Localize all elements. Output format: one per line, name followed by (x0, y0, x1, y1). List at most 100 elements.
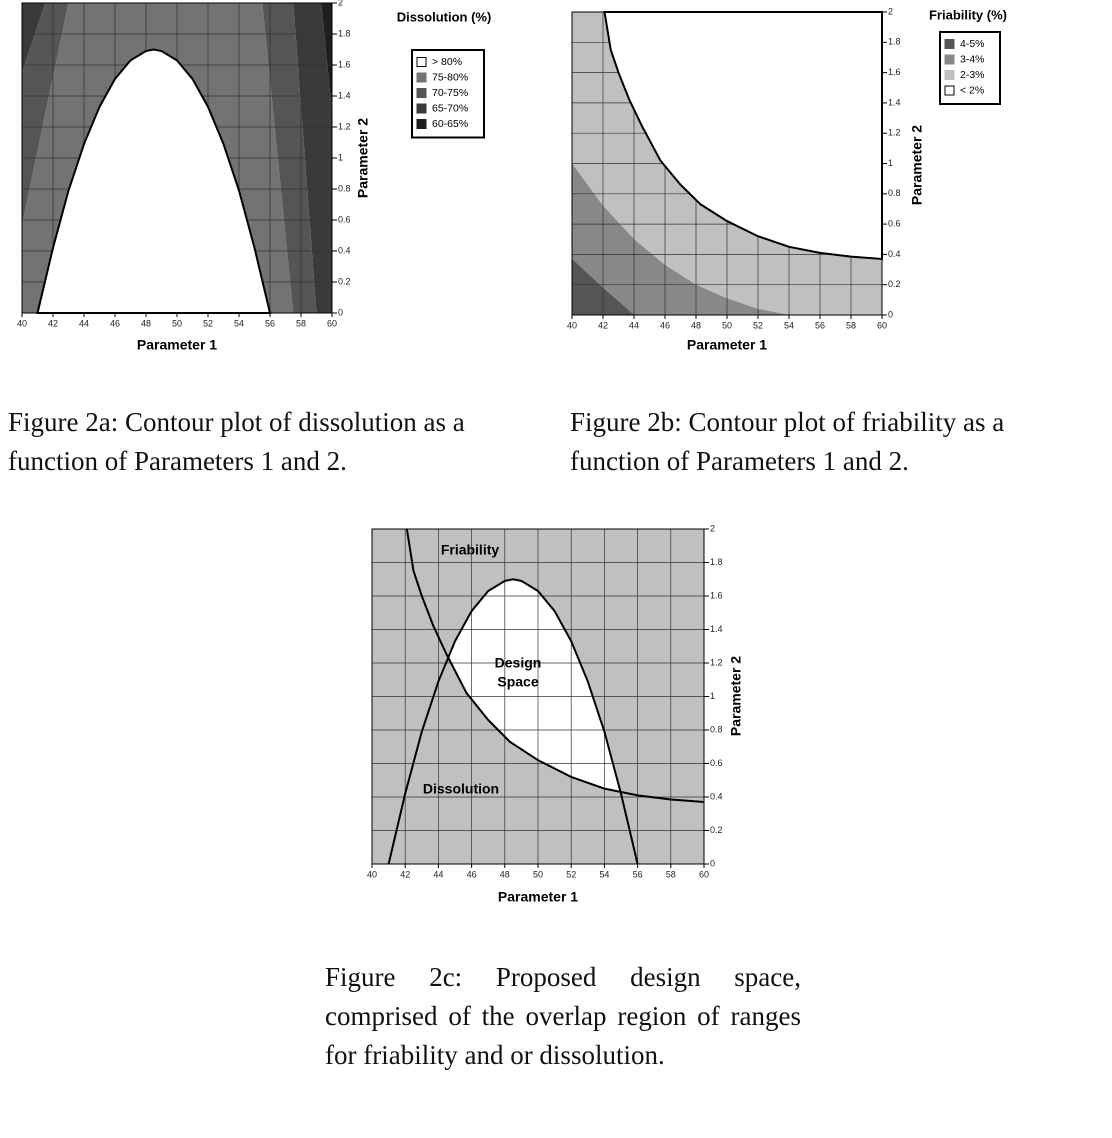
x-tick-label: 50 (172, 318, 182, 328)
x-axis-label: Parameter 1 (137, 337, 217, 353)
y-tick-label: 0 (888, 309, 893, 319)
x-tick-label: 44 (629, 320, 639, 330)
x-tick-label: 50 (533, 869, 543, 879)
legend-label: 65-70% (432, 102, 468, 114)
legend-swatch (944, 54, 955, 65)
curve-label: Friability (441, 542, 500, 558)
y-tick-label: 0.8 (888, 188, 901, 198)
y-tick-label: 0.6 (710, 758, 723, 768)
y-tick-label: 1.4 (888, 97, 901, 107)
x-tick-label: 54 (784, 320, 794, 330)
legend-swatch (944, 85, 955, 96)
x-tick-label: 42 (598, 320, 608, 330)
legend-label: 2-3% (960, 69, 985, 81)
y-axis-label: Parameter 2 (909, 125, 925, 205)
y-tick-label: 1 (338, 152, 343, 162)
y-tick-label: 0.4 (888, 249, 901, 259)
legend-label: 60-65% (432, 118, 468, 130)
x-tick-label: 56 (815, 320, 825, 330)
x-tick-label: 44 (433, 869, 443, 879)
y-tick-label: 0.6 (338, 214, 351, 224)
contour-region (572, 258, 634, 315)
x-tick-label: 52 (753, 320, 763, 330)
y-tick-label: 0.4 (338, 245, 351, 255)
x-tick-label: 42 (48, 318, 58, 328)
x-tick-label: 56 (265, 318, 275, 328)
legend-label: < 2% (960, 84, 984, 96)
x-tick-label: 60 (699, 869, 709, 879)
y-tick-label: 1.6 (888, 67, 901, 77)
y-tick-label: 1.2 (710, 657, 723, 667)
x-tick-label: 40 (367, 869, 377, 879)
y-tick-label: 0.4 (710, 791, 723, 801)
y-tick-label: 1.4 (338, 90, 351, 100)
y-tick-label: 1.6 (710, 590, 723, 600)
legend-label: 70-75% (432, 87, 468, 99)
legend-swatch (416, 119, 427, 129)
contour-region (36, 48, 272, 314)
y-axis-label: Parameter 2 (355, 118, 371, 198)
x-tick-label: 58 (846, 320, 856, 330)
x-tick-label: 48 (500, 869, 510, 879)
y-tick-label: 0.8 (710, 724, 723, 734)
boundary-curve (387, 578, 639, 865)
y-axis-label: Parameter 2 (728, 656, 744, 736)
y-tick-label: 2 (888, 6, 893, 16)
legend-label: > 80% (432, 56, 462, 68)
contour-region (572, 12, 882, 315)
annotation: Design (495, 655, 542, 671)
y-tick-label: 0.2 (710, 825, 723, 835)
x-tick-label: 58 (296, 318, 306, 328)
x-tick-label: 46 (660, 320, 670, 330)
legend-swatch (416, 103, 427, 114)
y-tick-label: 1.8 (710, 557, 723, 567)
x-tick-label: 46 (467, 869, 477, 879)
legend-swatch (416, 88, 427, 98)
x-tick-label: 48 (691, 320, 701, 330)
x-tick-label: 54 (599, 869, 609, 879)
x-tick-label: 50 (722, 320, 732, 330)
x-tick-label: 52 (566, 869, 576, 879)
y-tick-label: 0.6 (888, 218, 901, 228)
y-tick-label: 1 (888, 158, 893, 168)
contour-region (572, 163, 789, 315)
legend-swatch (416, 72, 427, 83)
curve-label: Dissolution (423, 781, 499, 797)
x-axis-label: Parameter 1 (687, 337, 767, 353)
x-tick-label: 52 (203, 318, 213, 328)
y-tick-label: 1.6 (338, 59, 351, 69)
y-tick-label: 2 (338, 0, 343, 7)
x-tick-label: 48 (141, 318, 151, 328)
legend-label: 3-4% (960, 53, 985, 65)
legend-label: 75-80% (432, 71, 468, 83)
contour-region (603, 11, 883, 261)
y-tick-label: 0 (338, 307, 343, 317)
x-tick-label: 54 (234, 318, 244, 328)
x-axis-label: Parameter 1 (498, 889, 578, 905)
x-tick-label: 42 (400, 869, 410, 879)
legend-swatch (416, 57, 427, 67)
y-tick-label: 1.8 (888, 37, 901, 47)
figure-caption: Figure 2c: Proposed design space, compri… (325, 962, 801, 1070)
y-tick-label: 1.4 (710, 624, 723, 634)
contour-region (321, 3, 332, 112)
y-tick-label: 1.2 (338, 121, 351, 131)
legend-title: Friability (%) (929, 7, 1007, 22)
legend-swatch (944, 39, 955, 49)
x-tick-label: 60 (877, 320, 887, 330)
figure-caption: Figure 2a: Contour plot of dissolution a… (8, 407, 465, 476)
y-tick-label: 1.2 (888, 128, 901, 138)
y-tick-label: 2 (710, 523, 715, 533)
x-tick-label: 60 (327, 318, 337, 328)
figure-caption: Figure 2b: Contour plot of friability as… (570, 407, 1005, 476)
x-tick-label: 56 (633, 869, 643, 879)
x-tick-label: 44 (79, 318, 89, 328)
x-tick-label: 40 (567, 320, 577, 330)
x-tick-label: 46 (110, 318, 120, 328)
y-tick-label: 0.2 (338, 276, 351, 286)
legend-label: 4-5% (960, 38, 985, 50)
boundary-curve (405, 528, 705, 804)
legend-swatch (944, 70, 955, 80)
